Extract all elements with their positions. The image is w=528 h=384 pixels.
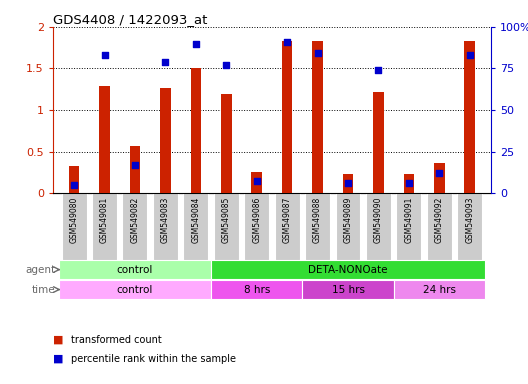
Bar <box>373 92 384 193</box>
Text: control: control <box>117 285 153 295</box>
Text: GSM549091: GSM549091 <box>404 197 413 243</box>
FancyBboxPatch shape <box>427 193 452 260</box>
FancyBboxPatch shape <box>275 193 299 260</box>
Text: 15 hrs: 15 hrs <box>332 285 364 295</box>
Bar <box>191 68 201 193</box>
Text: control: control <box>117 265 153 275</box>
Bar <box>69 166 79 193</box>
Text: GDS4408 / 1422093_at: GDS4408 / 1422093_at <box>53 13 207 26</box>
Point <box>435 170 444 176</box>
Bar <box>221 94 232 193</box>
FancyBboxPatch shape <box>244 193 269 260</box>
Point <box>374 67 383 73</box>
Text: DETA-NONOate: DETA-NONOate <box>308 265 388 275</box>
FancyBboxPatch shape <box>366 193 391 260</box>
FancyBboxPatch shape <box>211 260 485 279</box>
FancyBboxPatch shape <box>397 193 421 260</box>
Bar <box>403 174 414 193</box>
Bar <box>99 86 110 193</box>
FancyBboxPatch shape <box>183 193 209 260</box>
FancyBboxPatch shape <box>92 193 117 260</box>
Text: GSM549085: GSM549085 <box>222 197 231 243</box>
Text: ■: ■ <box>53 354 63 364</box>
Text: 24 hrs: 24 hrs <box>423 285 456 295</box>
Point <box>466 52 474 58</box>
Text: GSM549092: GSM549092 <box>435 197 444 243</box>
Point <box>313 50 322 56</box>
Text: transformed count: transformed count <box>71 335 162 345</box>
Text: GSM549080: GSM549080 <box>70 197 79 243</box>
Text: GSM549088: GSM549088 <box>313 197 322 243</box>
FancyBboxPatch shape <box>394 280 485 299</box>
Text: GSM549081: GSM549081 <box>100 197 109 243</box>
FancyBboxPatch shape <box>305 193 330 260</box>
Point <box>283 39 291 45</box>
FancyBboxPatch shape <box>335 193 361 260</box>
Point <box>192 40 200 46</box>
Bar <box>434 163 445 193</box>
Text: GSM549093: GSM549093 <box>465 197 474 243</box>
FancyBboxPatch shape <box>62 193 87 260</box>
Point <box>131 162 139 168</box>
Text: agent: agent <box>25 265 55 275</box>
Bar <box>251 172 262 193</box>
Text: 8 hrs: 8 hrs <box>243 285 270 295</box>
Text: GSM549090: GSM549090 <box>374 197 383 243</box>
Point <box>404 180 413 186</box>
Bar <box>312 41 323 193</box>
FancyBboxPatch shape <box>457 193 482 260</box>
Text: time: time <box>32 285 55 295</box>
FancyBboxPatch shape <box>122 193 147 260</box>
Bar <box>465 41 475 193</box>
FancyBboxPatch shape <box>153 193 178 260</box>
Bar <box>130 146 140 193</box>
Point <box>222 62 231 68</box>
Text: GSM549087: GSM549087 <box>282 197 291 243</box>
Text: GSM549084: GSM549084 <box>191 197 200 243</box>
FancyBboxPatch shape <box>211 280 303 299</box>
Text: ■: ■ <box>53 335 63 345</box>
Text: GSM549086: GSM549086 <box>252 197 261 243</box>
Text: GSM549083: GSM549083 <box>161 197 170 243</box>
FancyBboxPatch shape <box>303 280 394 299</box>
FancyBboxPatch shape <box>59 260 211 279</box>
Text: percentile rank within the sample: percentile rank within the sample <box>71 354 237 364</box>
Bar <box>160 88 171 193</box>
Point <box>252 179 261 185</box>
Point <box>70 182 78 188</box>
FancyBboxPatch shape <box>59 280 211 299</box>
Text: GSM549082: GSM549082 <box>130 197 139 243</box>
Point <box>344 180 352 186</box>
Point <box>100 52 109 58</box>
Point <box>161 59 169 65</box>
FancyBboxPatch shape <box>214 193 239 260</box>
Bar <box>282 41 293 193</box>
Text: GSM549089: GSM549089 <box>344 197 353 243</box>
Bar <box>343 174 353 193</box>
